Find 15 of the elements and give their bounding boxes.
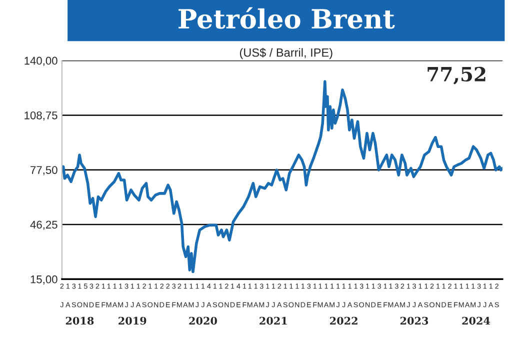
x-tick-label: 2020 (189, 316, 217, 325)
y-tick-label: 77,50 (30, 166, 58, 176)
y-tick-label: 46,25 (30, 220, 58, 230)
x-tick-label: 2018 (66, 316, 94, 325)
y-tick-label: 140,00 (24, 56, 58, 66)
x-tick-label: 2019 (118, 316, 146, 325)
y-tick-label: 108,75 (24, 111, 58, 121)
x-tick-label: 2021 (260, 316, 287, 325)
x-tick-label: 2023 (400, 316, 428, 325)
chart-subtitle: (US$ / Barril, IPE) (240, 48, 332, 60)
annotation: 77,52 (428, 66, 486, 84)
x-tick-label: 2022 (330, 316, 358, 325)
chart-title: Petróleo Brent (178, 7, 395, 29)
x-tick-label: 2024 (462, 316, 490, 325)
y-tick-label: 15,00 (30, 275, 58, 285)
